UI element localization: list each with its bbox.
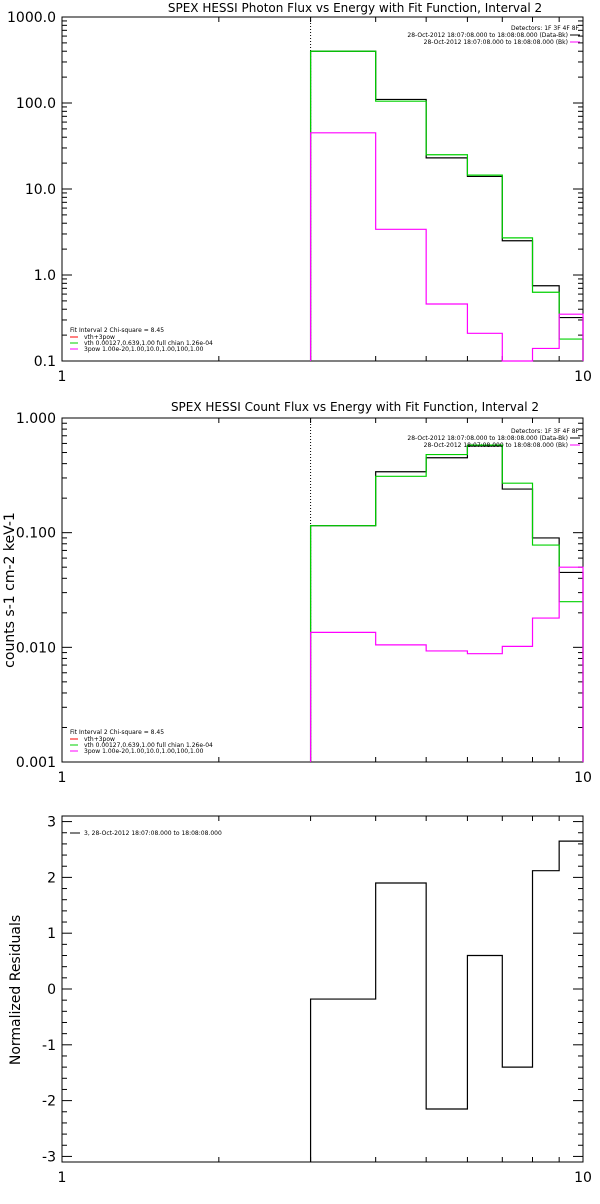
count-fit-interval-label: Fit Interval 2 Chi-square = 8.45 (70, 729, 164, 736)
y-tick-label: 2 (47, 870, 56, 886)
y-tick-label: 0 (47, 982, 56, 998)
y-tick-label: 1.0 (34, 268, 56, 284)
y-tick-label: 100.0 (16, 96, 56, 112)
y-tick-label: -1 (42, 1038, 56, 1054)
y-tick-label: 0.010 (16, 640, 56, 656)
photon-legend-bk: 28-Oct-2012 18:07:08.000 to 18:08:08.000… (424, 39, 568, 46)
photon-legend-vth3pow: vth+3pow (84, 334, 115, 341)
y-tick-label: -2 (42, 1094, 56, 1110)
y-tick-label: 0.1 (34, 354, 56, 370)
y-tick-label: 0.100 (16, 526, 56, 542)
count-legend-vth3pow: vth+3pow (84, 736, 115, 743)
series-3-28-oct-2012-18-07-08-000-to-18-08-08-000-line (309, 840, 583, 1162)
y-tick-label: 10.0 (25, 182, 56, 198)
photon-flux-title: SPEX HESSI Photon Flux vs Energy with Fi… (168, 1, 542, 15)
series-vth-line (309, 566, 584, 762)
residuals-ylabel: Normalized Residuals (8, 915, 24, 1065)
x-tick-label: 10 (574, 369, 592, 385)
x-tick-label: 1 (58, 1170, 67, 1186)
photon-flux-panel: SPEX HESSI Photon Flux vs Energy with Fi… (7, 1, 592, 385)
y-tick-label: 1.000 (16, 411, 56, 427)
count-legend-data-bk: 28-Oct-2012 18:07:08.000 to 18:08:08.000… (407, 435, 568, 442)
count-flux-title: SPEX HESSI Count Flux vs Energy with Fit… (171, 400, 539, 414)
count-detectors-label: Detectors: 1F 3F 4F 8F (511, 428, 580, 435)
count-flux-ylabel: counts s-1 cm-2 keV-1 (2, 512, 18, 668)
x-tick-label: 10 (574, 770, 592, 786)
x-tick-label: 1 (58, 369, 67, 385)
photon-legend-3pow: 3pow 1.00e-20,1.00,10.0,1.00,100,1.00 (84, 346, 204, 353)
y-tick-label: 0.001 (16, 755, 56, 771)
count-flux-panel: SPEX HESSI Count Flux vs Energy with Fit… (2, 400, 592, 786)
x-tick-label: 1 (58, 770, 67, 786)
y-tick-label: 1000.0 (7, 10, 56, 26)
count-legend-vth: vth 0.00127,0.639,1.00 full chian 1.26e-… (84, 742, 213, 749)
count-legend-bk: 28-Oct-2012 18:07:08.000 to 18:08:08.000… (424, 442, 568, 449)
residuals-legend: 3, 28-Oct-2012 18:07:08.000 to 18:08:08.… (84, 830, 222, 837)
photon-legend-data-bk: 28-Oct-2012 18:07:08.000 to 18:08:08.000… (407, 32, 568, 39)
y-tick-label: 1 (47, 926, 56, 942)
count-legend-3pow: 3pow 1.00e-20,1.00,10.0,1.00,100,1.00 (84, 748, 204, 755)
x-tick-label: 10 (574, 1170, 592, 1186)
photon-detectors-label: Detectors: 1F 3F 4F 8F (511, 25, 580, 32)
y-tick-label: 3 (47, 815, 56, 831)
series-vth-line (309, 132, 584, 362)
photon-legend-vth: vth 0.00127,0.639,1.00 full chian 1.26e-… (84, 340, 213, 347)
y-tick-label: -3 (42, 1149, 56, 1165)
photon-fit-interval-label: Fit Interval 2 Chi-square = 8.45 (70, 327, 164, 334)
